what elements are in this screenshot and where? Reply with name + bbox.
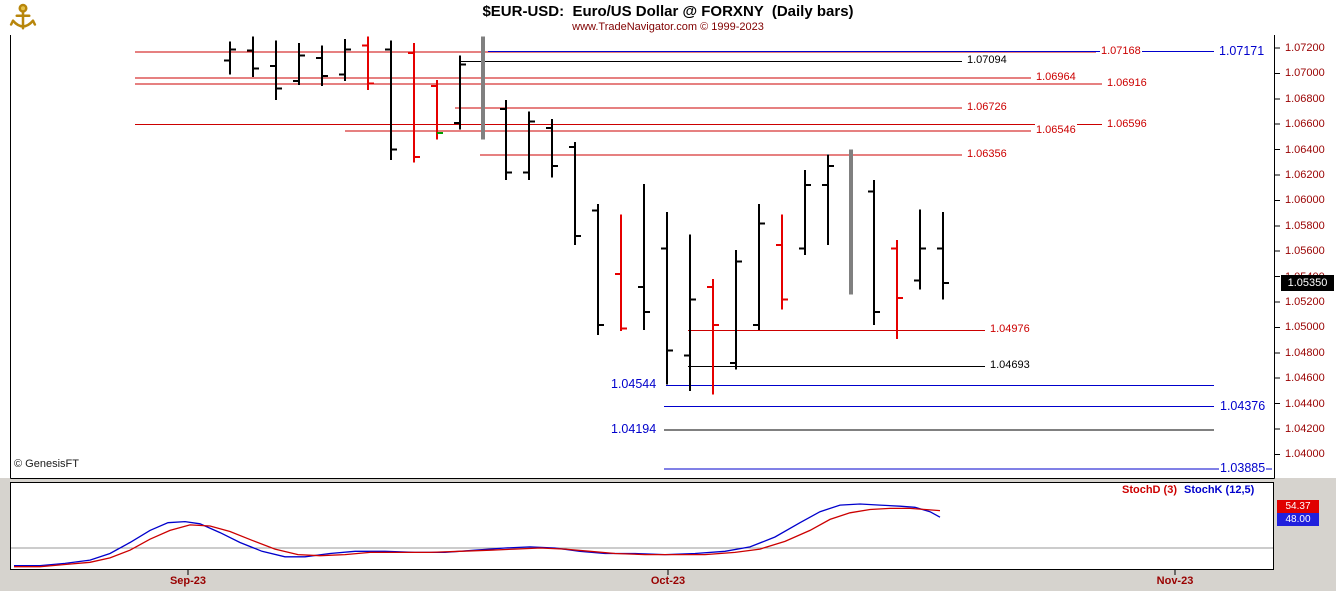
chart-header: $EUR-USD: Euro/US Dollar @ FORXNY (Daily… xyxy=(0,0,1336,35)
genesis-watermark: © GenesisFT xyxy=(14,458,79,470)
stochd-line xyxy=(14,507,941,568)
chart-subtitle: www.TradeNavigator.com © 1999-2023 xyxy=(572,21,764,33)
anchor-icon xyxy=(8,2,38,32)
chart-title: $EUR-USD: Euro/US Dollar @ FORXNY (Daily… xyxy=(482,3,854,20)
